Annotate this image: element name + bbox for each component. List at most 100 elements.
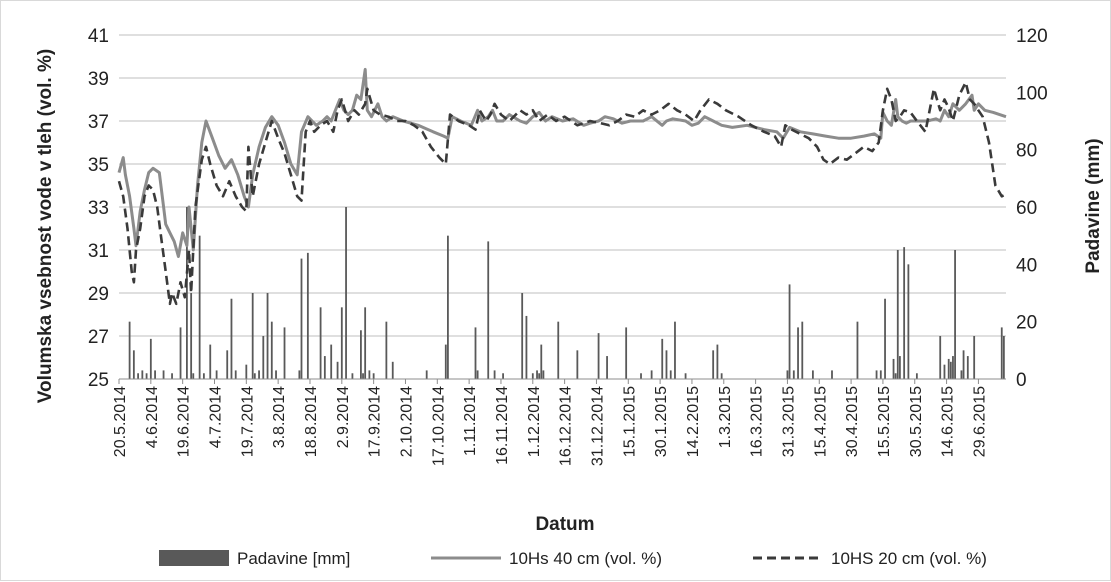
rain-bar — [336, 361, 339, 379]
x-tick-label: 19.7.2014 — [239, 386, 256, 457]
rain-bar — [665, 350, 668, 379]
rain-bar — [368, 370, 371, 379]
rain-bar — [245, 364, 248, 379]
rain-bar — [362, 373, 364, 379]
right-y-tick-labels: 0 20 40 60 80 100 120 — [1016, 26, 1048, 391]
legend-label-10hs-40cm: 10Hs 40 cm (vol. %) — [509, 549, 662, 568]
rain-bar — [915, 373, 918, 379]
rain-bar — [557, 321, 560, 379]
left-y-tick-labels: 25 27 29 31 33 35 37 39 41 — [88, 26, 109, 391]
rain-bar — [171, 373, 173, 379]
legend-label-10hs-20cm: 10HS 20 cm (vol. %) — [831, 549, 987, 568]
x-tick-label: 2.10.2014 — [399, 386, 416, 457]
rain-bar — [351, 373, 354, 379]
rain-bar — [661, 338, 664, 379]
rain-bar — [425, 370, 428, 379]
x-tick-label: 30.1.2015 — [653, 386, 670, 457]
x-tick-label: 15.4.2015 — [812, 386, 829, 457]
rain-bar — [444, 344, 447, 379]
y-axis-right-title: Padavine (mm) — [1083, 138, 1104, 273]
rain-bar — [907, 264, 910, 379]
x-tick-label: 3.8.2014 — [271, 386, 288, 448]
rain-bar — [797, 327, 799, 379]
y-right-tick-label: 80 — [1016, 141, 1037, 162]
legend-swatch-padavine — [159, 550, 229, 566]
rain-bar — [306, 252, 309, 379]
x-tick-label: 17.9.2014 — [367, 386, 384, 457]
rain-bar — [712, 350, 715, 379]
rain-bar — [720, 373, 723, 379]
rain-bar — [487, 241, 490, 379]
rain-bar — [536, 370, 538, 379]
y-left-tick-label: 25 — [88, 370, 109, 391]
rain-bar — [154, 370, 156, 379]
rain-bar — [502, 373, 504, 379]
x-tick-label: 1.3.2015 — [717, 386, 734, 448]
rain-bar — [640, 373, 642, 379]
rain-bar — [903, 247, 906, 379]
y-left-tick-label: 27 — [88, 327, 109, 348]
x-tick-label: 31.3.2015 — [780, 386, 797, 457]
x-tick-label: 19.6.2014 — [176, 386, 193, 457]
rain-bar — [669, 370, 672, 379]
rain-bar — [788, 284, 791, 379]
rain-bar — [801, 321, 804, 379]
x-tick-label: 30.4.2015 — [844, 386, 861, 457]
x-tick-label: 15.5.2015 — [876, 386, 893, 457]
rain-bar — [606, 356, 608, 379]
rain-bar — [786, 370, 789, 379]
rain-bar — [966, 356, 969, 379]
y-right-tick-label: 60 — [1016, 198, 1037, 219]
rain-bar — [952, 356, 954, 379]
rain-bar — [230, 298, 233, 379]
rain-bar — [258, 370, 260, 379]
rain-bar — [262, 336, 265, 379]
rain-bar — [792, 370, 795, 379]
rain-bar — [943, 364, 946, 379]
x-tick-label: 4.7.2014 — [208, 386, 225, 448]
y-axis-left-title: Volumska vsebnost vode v tleh (vol. %) — [35, 49, 56, 403]
rain-bar — [360, 330, 362, 379]
y-right-tick-label: 100 — [1016, 83, 1048, 104]
rain-bar — [960, 370, 963, 379]
rain-bar — [892, 358, 895, 379]
x-tick-label: 15.1.2015 — [621, 386, 638, 457]
x-tick-label: 14.6.2015 — [940, 386, 957, 457]
x-tick-label: 18.8.2014 — [303, 386, 320, 457]
rain-bar — [576, 350, 579, 379]
rain-bar — [209, 344, 212, 379]
x-tick-label: 2.9.2014 — [335, 386, 352, 448]
rain-bar — [372, 373, 375, 379]
rain-bar — [856, 321, 859, 379]
rain-bar — [340, 307, 343, 379]
rain-bar — [192, 373, 195, 379]
rain-bar — [251, 293, 254, 379]
rain-bar — [215, 370, 218, 379]
rain-bar — [973, 336, 976, 379]
y-left-tick-label: 41 — [88, 26, 109, 47]
x-tick-label: 16.12.2014 — [558, 386, 575, 466]
rain-bar — [898, 356, 901, 379]
rain-bar — [684, 373, 687, 379]
x-tick-label: 1.12.2014 — [526, 386, 543, 457]
x-axis-title: Datum — [535, 514, 594, 535]
rain-bar — [132, 350, 135, 379]
rain-bar — [540, 344, 543, 379]
rain-bar — [319, 307, 322, 379]
rainfall-bars — [128, 207, 1005, 379]
rain-bar — [391, 361, 394, 379]
rain-bar — [884, 298, 886, 379]
rain-bar — [145, 373, 148, 379]
rain-bar — [270, 321, 273, 379]
rain-bar — [298, 370, 301, 379]
rain-bar — [811, 370, 814, 379]
rain-bar — [137, 373, 139, 379]
x-tick-label: 17.10.2014 — [430, 386, 447, 466]
rain-bar — [521, 293, 524, 379]
rain-bar — [186, 207, 188, 379]
rain-bar — [162, 370, 165, 379]
rain-bar — [650, 370, 653, 379]
y-right-tick-label: 20 — [1016, 313, 1037, 334]
series-line-10hs-20cm — [117, 81, 1007, 306]
